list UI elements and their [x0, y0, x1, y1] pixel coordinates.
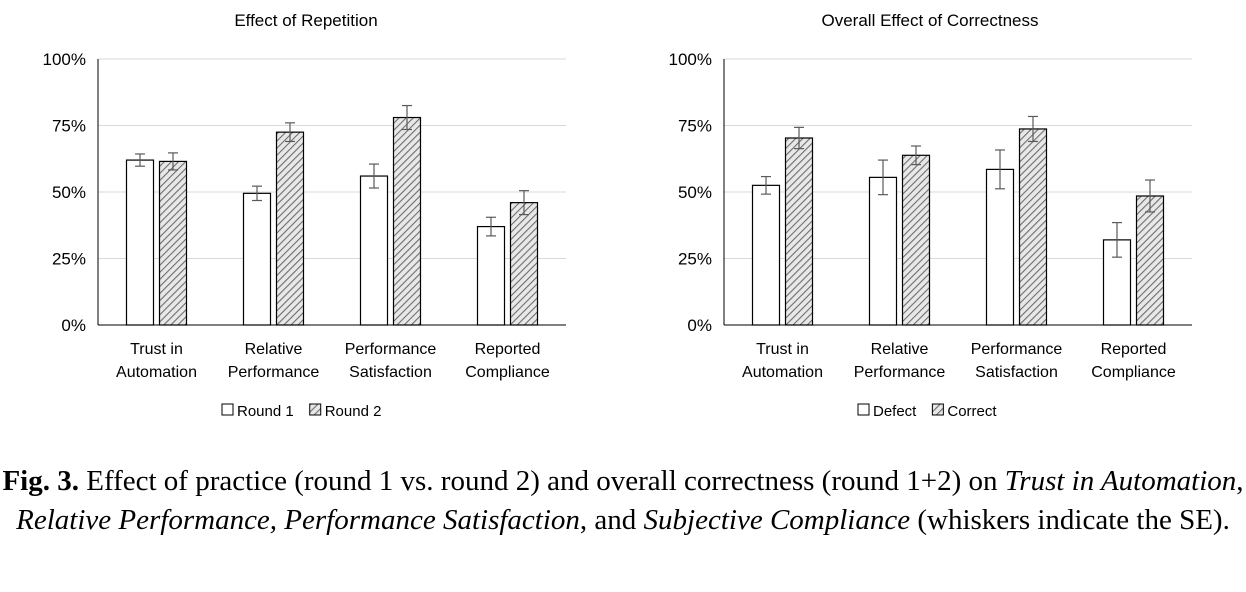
y-tick-label: 0%	[687, 316, 712, 335]
bar-round-1-reported-compliance	[476, 225, 506, 326]
bar-round-1-relative-performance	[242, 192, 272, 326]
figure: Effect of Repetition 0% 25% 50% 75% 100% Trust…	[43, 11, 1192, 420]
legend-swatch-round-1	[221, 403, 234, 416]
bar-defect-trust-in-automation	[751, 184, 781, 326]
x-tick-label: Trust in	[756, 341, 809, 358]
caption-sep-1: ,	[1236, 465, 1244, 497]
chart-title: Overall Effect of Correctness	[822, 11, 1039, 30]
chart-effect-of-repetition: Effect of Repetition 0% 25% 50% 75% 100% Trust…	[43, 11, 566, 420]
y-tick-label: 100%	[43, 50, 86, 69]
x-tick-label: Performance	[345, 341, 437, 358]
x-tick-label: Performance	[971, 341, 1063, 358]
bar-correct-relative-performance	[901, 154, 931, 326]
legend: Round 1 Round 2	[221, 403, 382, 420]
figure-caption: Fig. 3. Effect of practice (round 1 vs. …	[0, 462, 1246, 540]
y-tick-label: 75%	[52, 117, 86, 136]
y-tick-label: 50%	[52, 183, 86, 202]
legend-swatch-correct	[931, 403, 944, 416]
chart-title: Effect of Repetition	[234, 11, 377, 30]
legend-label-round-2: Round 2	[325, 403, 382, 420]
caption-term-trust: Trust in Automation	[1004, 465, 1237, 497]
caption-text-1: Effect of practice (round 1 vs. round 2)…	[78, 465, 1005, 497]
x-tick-label: Automation	[742, 364, 823, 381]
y-tick-label: 50%	[678, 183, 712, 202]
bar-round-2-trust-in-automation	[158, 160, 188, 326]
x-tick-label: Performance	[854, 364, 946, 381]
caption-term-compliance: Subjective Compliance	[643, 504, 911, 536]
x-tick-label: Compliance	[1091, 364, 1176, 381]
legend-label-correct: Correct	[947, 403, 997, 420]
y-tick-label: 100%	[669, 50, 712, 69]
bar-round-2-relative-performance	[275, 131, 305, 326]
legend-swatch-defect	[857, 403, 870, 416]
chart-overall-effect-of-correctness: Overall Effect of Correctness 0% 25% 50% 75%…	[669, 11, 1192, 420]
y-tick-label: 25%	[678, 250, 712, 269]
bar-correct-performance-satisfaction	[1018, 128, 1048, 326]
bar-correct-reported-compliance	[1135, 195, 1165, 326]
x-tick-label: Relative	[871, 341, 929, 358]
bar-round-2-performance-satisfaction	[392, 116, 422, 326]
bar-correct-trust-in-automation	[784, 137, 814, 326]
x-tick-label: Reported	[1101, 341, 1167, 358]
caption-sep-2: , and	[579, 504, 644, 536]
y-tick-label: 75%	[678, 117, 712, 136]
x-tick-label: Satisfaction	[975, 364, 1058, 381]
legend-label-defect: Defect	[873, 403, 917, 420]
x-tick-label: Trust in	[130, 341, 183, 358]
legend: Defect Correct	[857, 403, 997, 420]
x-tick-label: Automation	[116, 364, 197, 381]
x-tick-label: Performance	[228, 364, 320, 381]
x-tick-label: Compliance	[465, 364, 550, 381]
bar-round-2-reported-compliance	[509, 202, 539, 326]
y-tick-label: 25%	[52, 250, 86, 269]
caption-text-2: (whiskers indicate the SE).	[910, 504, 1230, 536]
bar-round-1-performance-satisfaction	[359, 175, 389, 326]
y-tick-label: 0%	[61, 316, 86, 335]
bar-defect-performance-satisfaction	[985, 168, 1015, 326]
x-tick-label: Relative	[245, 341, 303, 358]
legend-swatch-round-2	[309, 403, 322, 416]
caption-label: Fig. 3.	[2, 465, 79, 497]
x-tick-label: Reported	[475, 341, 541, 358]
caption-term-performance: Relative Performance, Performance Satisf…	[16, 504, 580, 536]
x-tick-label: Satisfaction	[349, 364, 432, 381]
bar-round-1-trust-in-automation	[125, 159, 155, 326]
legend-label-round-1: Round 1	[237, 403, 294, 420]
bar-defect-relative-performance	[868, 176, 898, 326]
